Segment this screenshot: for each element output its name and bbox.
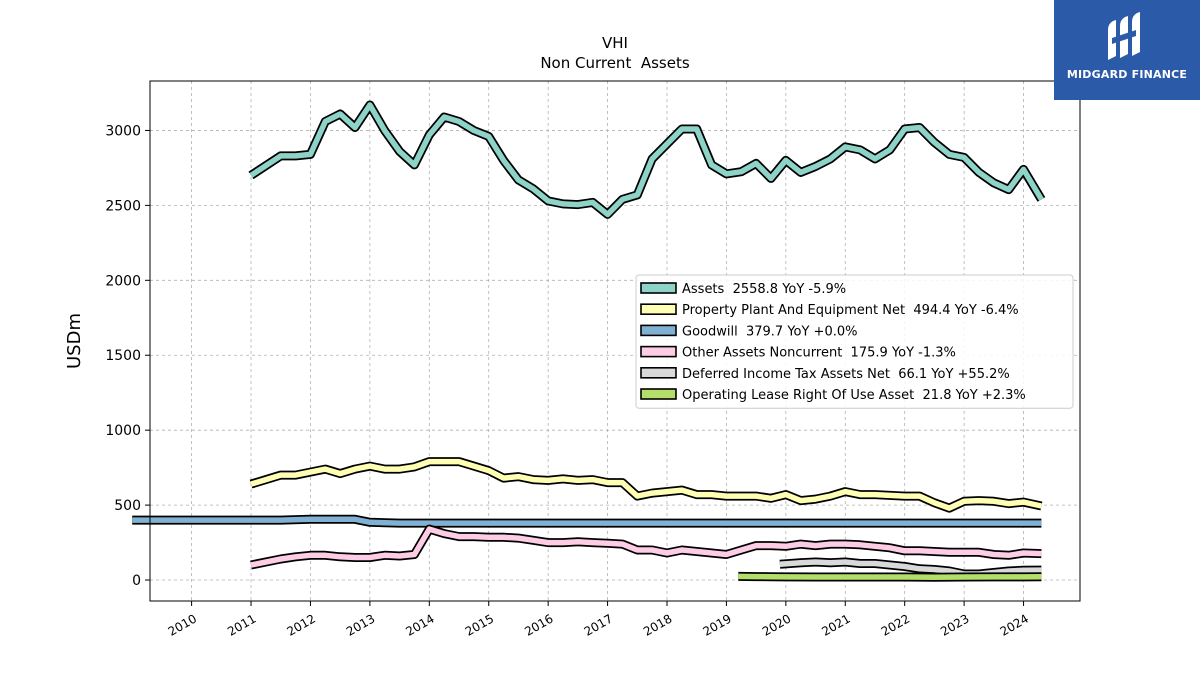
x-tick-label: 2017 — [582, 611, 615, 638]
legend-frame — [635, 274, 1074, 409]
legend-item: Property Plant And Equipment Net 494.4 Y… — [640, 303, 1019, 318]
legend-item: Operating Lease Right Of Use Asset 21.8 … — [640, 388, 1026, 403]
y-ticks: 0 500 1000 1500 2000 2500 3000 — [105, 123, 150, 589]
x-tick-label: 2019 — [700, 611, 733, 638]
series-other-assets-noncurrent — [250, 524, 1042, 570]
legend-swatch — [640, 345, 677, 358]
x-tick-label: 2013 — [344, 611, 377, 638]
y-tick-label: 2000 — [105, 273, 141, 289]
legend-swatch — [640, 388, 677, 400]
series-deferred-income-tax-assets-net — [779, 557, 1042, 579]
x-tick-label: 2024 — [998, 611, 1031, 638]
series-goodwill — [132, 514, 1042, 528]
legend-label: Property Plant And Equipment Net 494.4 Y… — [682, 303, 1019, 318]
legend-item: Deferred Income Tax Assets Net 66.1 YoY … — [640, 366, 1010, 382]
y-tick-label: 1500 — [105, 348, 141, 364]
legend-label: Deferred Income Tax Assets Net 66.1 YoY … — [682, 367, 1010, 382]
y-tick-label: 1000 — [105, 423, 141, 439]
y-tick-label: 3000 — [105, 123, 141, 139]
x-tick-label: 2023 — [938, 611, 971, 638]
y-tick-label: 500 — [114, 498, 141, 514]
x-ticks: 2010 2011 2012 2013 2014 2015 2016 2017 2018 2019… — [166, 601, 1031, 639]
legend-item: Goodwill 379.7 YoY +0.0% — [640, 324, 857, 339]
brand-logo: MIDGARD FINANCE — [1054, 0, 1200, 100]
legend-label: Operating Lease Right Of Use Asset 21.8 … — [682, 388, 1026, 403]
series-line — [779, 559, 1042, 577]
x-tick-label: 2016 — [522, 611, 555, 638]
series-property-plant-and-equipment-net — [249, 457, 1043, 513]
chart-title: VHI — [602, 34, 628, 52]
plot-frame — [149, 80, 1081, 602]
x-tick-label: 2011 — [225, 611, 258, 638]
legend-item: Other Assets Noncurrent 175.9 YoY -1.3% — [640, 345, 956, 361]
series-line — [738, 573, 1042, 580]
x-tick-label: 2015 — [463, 611, 496, 638]
x-tick-label: 2018 — [641, 611, 674, 638]
series-operating-lease-right-of-use-asset — [738, 571, 1042, 582]
x-tick-label: 2021 — [819, 611, 852, 638]
legend-label: Goodwill 379.7 YoY +0.0% — [682, 324, 857, 339]
series-line — [132, 516, 1042, 526]
legend-label: Assets 2558.8 YoY -5.9% — [682, 282, 846, 297]
midgard-logo-icon — [1108, 12, 1140, 60]
x-tick-label: 2022 — [879, 611, 912, 638]
brand-name: MIDGARD FINANCE — [1066, 68, 1188, 81]
legend-item: Assets 2558.8 YoY -5.9% — [640, 282, 846, 297]
x-tick-label: 2014 — [403, 611, 436, 638]
legend: Assets 2558.8 YoY -5.9% Property Plant An… — [635, 274, 1074, 409]
y-axis-label: USDm — [64, 313, 85, 369]
y-tick-label: 2500 — [105, 198, 141, 214]
series-line — [250, 526, 1042, 568]
x-tick-label: 2010 — [166, 611, 199, 638]
y-tick-label: 0 — [132, 573, 141, 589]
series-line — [249, 102, 1044, 218]
series-assets — [248, 100, 1046, 219]
x-tick-label: 2020 — [760, 611, 793, 638]
chart-subtitle: Non Current Assets — [540, 54, 690, 72]
legend-swatch — [640, 366, 677, 379]
series-line — [250, 458, 1042, 511]
x-tick-label: 2012 — [284, 611, 317, 638]
legend-label: Other Assets Noncurrent 175.9 YoY -1.3% — [682, 346, 956, 361]
legend-swatch — [640, 282, 677, 294]
legend-swatch — [640, 303, 677, 316]
series-layer — [132, 100, 1046, 582]
legend-swatch — [640, 324, 677, 337]
